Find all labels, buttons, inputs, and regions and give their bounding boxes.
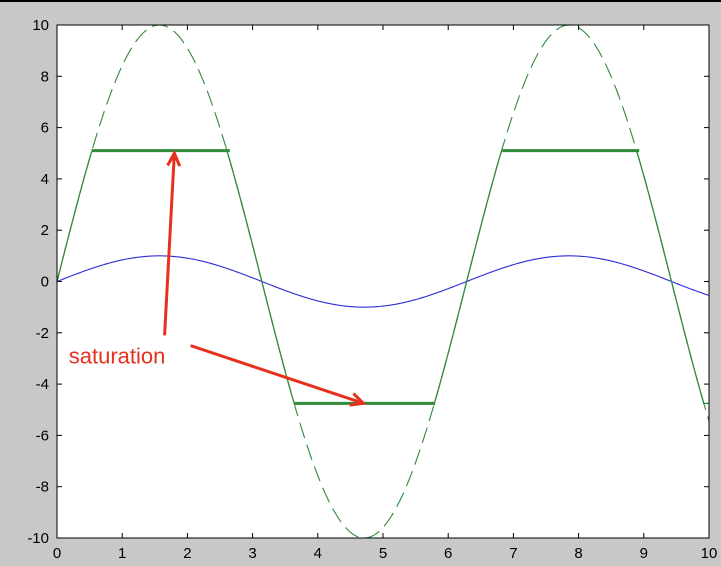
y-tick-label: 2: [41, 222, 49, 239]
x-tick-label: 5: [379, 545, 387, 562]
x-tick-label: 10: [701, 545, 718, 562]
x-tick-label: 9: [640, 545, 648, 562]
series-line-input: [56, 255, 710, 308]
annotation-label: saturation: [69, 344, 166, 369]
y-tick-label: 4: [41, 171, 49, 188]
annotation-arrow-1: [163, 153, 176, 336]
y-tick-label: 8: [41, 68, 49, 85]
x-tick-label: 0: [53, 545, 61, 562]
x-tick-label: 3: [248, 545, 256, 562]
x-tick-label: 6: [444, 545, 452, 562]
y-tick-label: 0: [41, 274, 49, 291]
y-tick-label: 6: [41, 120, 49, 137]
x-tick-label: 8: [574, 545, 582, 562]
x-tick-label: 2: [183, 545, 191, 562]
axes-background: [57, 25, 709, 538]
x-tick-label: 1: [118, 545, 126, 562]
y-tick-label: -2: [36, 325, 49, 342]
x-tick-label: 7: [509, 545, 517, 562]
y-tick-label: 10: [32, 17, 49, 34]
y-tick-label: -8: [36, 479, 49, 496]
x-tick-label: 4: [314, 545, 322, 562]
y-tick-label: -4: [36, 376, 49, 393]
annotation-arrow-2: [190, 344, 364, 405]
y-tick-label: -10: [27, 530, 49, 547]
y-tick-label: -6: [36, 427, 49, 444]
annotation-arrowhead-1: [166, 149, 182, 167]
annotation-arrowhead-2: [349, 392, 367, 407]
series-line-amplified-unclipped: [56, 24, 710, 539]
